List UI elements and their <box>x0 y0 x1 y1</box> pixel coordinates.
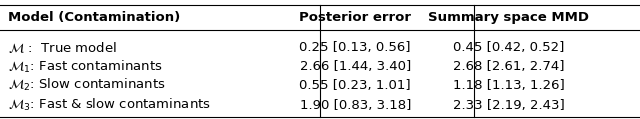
Text: Summary space MMD: Summary space MMD <box>428 11 589 24</box>
Text: $\mathcal{M}_2$: Slow contaminants: $\mathcal{M}_2$: Slow contaminants <box>8 77 166 93</box>
Text: 2.66 [1.44, 3.40]: 2.66 [1.44, 3.40] <box>300 60 411 73</box>
Text: $\mathcal{M}$ :  True model: $\mathcal{M}$ : True model <box>8 40 116 55</box>
Text: $\mathcal{M}_1$: Fast contaminants: $\mathcal{M}_1$: Fast contaminants <box>8 59 163 75</box>
Text: $\mathcal{M}_3$: Fast & slow contaminants: $\mathcal{M}_3$: Fast & slow contaminant… <box>8 97 211 113</box>
Text: 1.18 [1.13, 1.26]: 1.18 [1.13, 1.26] <box>453 79 564 92</box>
Text: 1.90 [0.83, 3.18]: 1.90 [0.83, 3.18] <box>300 99 411 112</box>
Text: 2.33 [2.19, 2.43]: 2.33 [2.19, 2.43] <box>453 99 564 112</box>
Text: 0.45 [0.42, 0.52]: 0.45 [0.42, 0.52] <box>453 41 564 54</box>
Text: 0.25 [0.13, 0.56]: 0.25 [0.13, 0.56] <box>300 41 411 54</box>
Text: Posterior error: Posterior error <box>300 11 412 24</box>
Text: 2.68 [2.61, 2.74]: 2.68 [2.61, 2.74] <box>453 60 564 73</box>
Text: Model (Contamination): Model (Contamination) <box>8 11 180 24</box>
Text: 0.55 [0.23, 1.01]: 0.55 [0.23, 1.01] <box>300 79 411 92</box>
